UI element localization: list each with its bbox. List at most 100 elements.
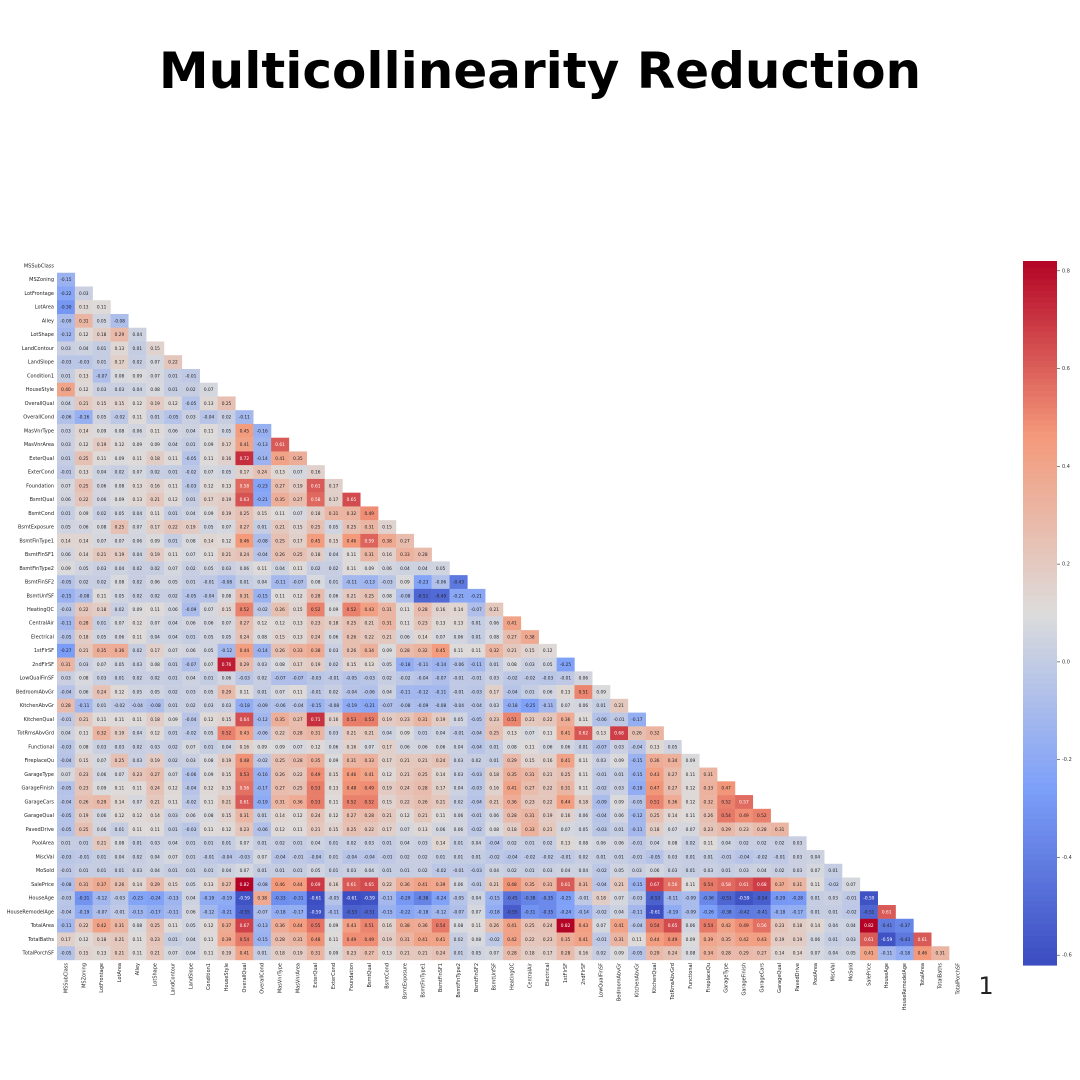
cell-label: 0.01 [811,909,821,915]
cell-label: -0.11 [167,909,178,915]
cell-label: 0.03 [347,868,357,874]
cell-label: 0.02 [257,676,267,682]
heatmap-cell [74,520,93,535]
cell-label: 0.23 [543,937,553,943]
cell-label: 0.04 [275,566,285,572]
heatmap-cell [271,863,290,878]
cell-label: 0.27 [275,483,285,489]
cell-label: 0.09 [133,373,143,379]
cell-label: 0.51 [364,923,374,929]
heatmap-cell [164,795,183,810]
heatmap-cell [396,740,415,755]
cell-label: 0.52 [757,813,767,819]
cell-label: 0.01 [186,497,196,503]
cell-label: 0.02 [472,758,482,764]
cell-label: 0.03 [79,291,89,297]
colorbar-segment [1023,583,1057,591]
colorbar-segment [1023,554,1057,561]
x-tick-label: PoolArea [813,963,819,985]
heatmap-cell [431,630,450,645]
heatmap-cell [146,506,165,521]
heatmap-cell [146,410,165,425]
heatmap-cell [74,533,93,548]
cell-label: -0.24 [435,896,446,902]
cell-label: -0.02 [489,854,500,860]
cell-label: 0.01 [61,511,71,517]
cell-label: 0.04 [186,676,196,682]
heatmap-cell [288,918,308,933]
colorbar-segment [1023,695,1057,702]
heatmap-cell [467,863,486,878]
heatmap-cell [378,685,397,700]
cell-label: 0.26 [632,731,642,737]
heatmap-cell [128,891,147,906]
heatmap-cell [110,506,129,521]
heatmap-cell [181,410,200,425]
heatmap-cell [199,547,218,562]
heatmap-cell [199,781,218,796]
cell-label: 0.13 [382,951,392,957]
heatmap-cell [92,396,111,411]
cell-label: 0.11 [686,813,696,819]
cell-label: 0.06 [400,634,410,640]
cell-label: 0.17 [329,483,339,489]
y-tick-label: 1stFlrSF [34,648,54,654]
cell-label: 0.01 [61,841,71,847]
cell-label: 0.58 [311,497,321,503]
colorbar-segment [1023,472,1057,479]
cell-label: 0.02 [186,566,196,572]
cell-label: 0.31 [525,813,535,819]
cell-label: 0.02 [686,841,696,847]
cell-label: -0.14 [257,456,268,462]
heatmap-cell [146,712,165,727]
heatmap-cell [806,946,825,961]
heatmap-cell [467,932,486,947]
heatmap-cell [342,822,361,837]
cell-label: 0.47 [721,786,731,792]
heatmap-cell [396,561,415,576]
heatmap-cell [164,753,183,768]
cell-label: 0.67 [650,882,660,888]
cell-label: 0.04 [168,841,178,847]
heatmap-cell [324,836,343,851]
cell-label: 0.25 [347,827,357,833]
heatmap-cell [235,451,254,466]
cell-label: 0.07 [133,525,143,531]
heatmap-cell [92,575,111,590]
heatmap-cell [235,506,254,521]
heatmap-cell [306,932,325,947]
cell-label: 0.31 [240,813,250,819]
y-tick-label: 2ndFlrSF [32,662,54,668]
heatmap-cell [164,492,183,507]
cell-label: 0.31 [329,511,339,517]
cell-label: 0.03 [115,387,125,393]
cell-label: -0.42 [738,909,749,915]
cell-label: 0.54 [240,937,250,943]
heatmap-cell [146,520,165,535]
cell-label: 0.02 [507,841,517,847]
heatmap-cell [253,918,272,933]
heatmap-cell [57,932,76,947]
heatmap-cell [681,863,700,878]
y-tick-label: MiscVal [35,854,54,860]
cell-label: -0.04 [471,703,482,709]
heatmap-cell [271,905,290,919]
cell-label: 0.12 [204,923,214,929]
cell-label: 0.22 [168,360,178,366]
heatmap-cell [467,602,486,617]
cell-label: 0.17 [293,662,303,668]
heatmap-cell [235,877,254,892]
heatmap-cell [735,850,754,864]
colorbar-segment [1023,401,1057,409]
heatmap-cell [288,795,308,810]
heatmap-cell [396,767,415,782]
cell-label: 0.08 [275,662,285,668]
cell-label: 0.21 [97,552,107,558]
cell-label: 0.03 [632,868,642,874]
heatmap-cell [199,602,218,617]
cell-label: -0.23 [132,896,143,902]
heatmap-cell [74,465,93,480]
colorbar-segment [1023,783,1057,790]
cell-label: 0.15 [293,607,303,613]
heatmap-cell [199,685,218,700]
